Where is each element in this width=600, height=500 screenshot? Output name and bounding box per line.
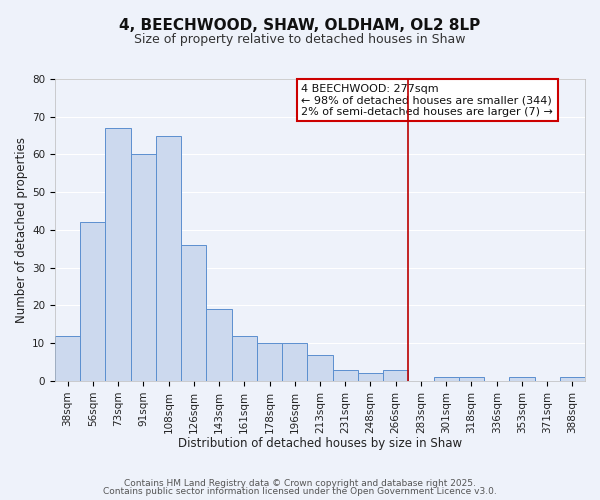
- Bar: [509, 377, 535, 381]
- Bar: [459, 377, 484, 381]
- Text: Contains public sector information licensed under the Open Government Licence v3: Contains public sector information licen…: [103, 487, 497, 496]
- Text: 4 BEECHWOOD: 277sqm
← 98% of detached houses are smaller (344)
2% of semi-detach: 4 BEECHWOOD: 277sqm ← 98% of detached ho…: [301, 84, 553, 116]
- Bar: [282, 343, 307, 381]
- X-axis label: Distribution of detached houses by size in Shaw: Distribution of detached houses by size …: [178, 437, 462, 450]
- Bar: [434, 377, 459, 381]
- Bar: [332, 370, 358, 381]
- Bar: [80, 222, 106, 381]
- Text: Contains HM Land Registry data © Crown copyright and database right 2025.: Contains HM Land Registry data © Crown c…: [124, 478, 476, 488]
- Bar: [55, 336, 80, 381]
- Y-axis label: Number of detached properties: Number of detached properties: [15, 137, 28, 323]
- Text: Size of property relative to detached houses in Shaw: Size of property relative to detached ho…: [134, 32, 466, 46]
- Bar: [560, 377, 585, 381]
- Bar: [307, 354, 332, 381]
- Bar: [257, 343, 282, 381]
- Text: 4, BEECHWOOD, SHAW, OLDHAM, OL2 8LP: 4, BEECHWOOD, SHAW, OLDHAM, OL2 8LP: [119, 18, 481, 32]
- Bar: [106, 128, 131, 381]
- Bar: [131, 154, 156, 381]
- Bar: [181, 245, 206, 381]
- Bar: [232, 336, 257, 381]
- Bar: [383, 370, 409, 381]
- Bar: [358, 374, 383, 381]
- Bar: [206, 310, 232, 381]
- Bar: [156, 136, 181, 381]
